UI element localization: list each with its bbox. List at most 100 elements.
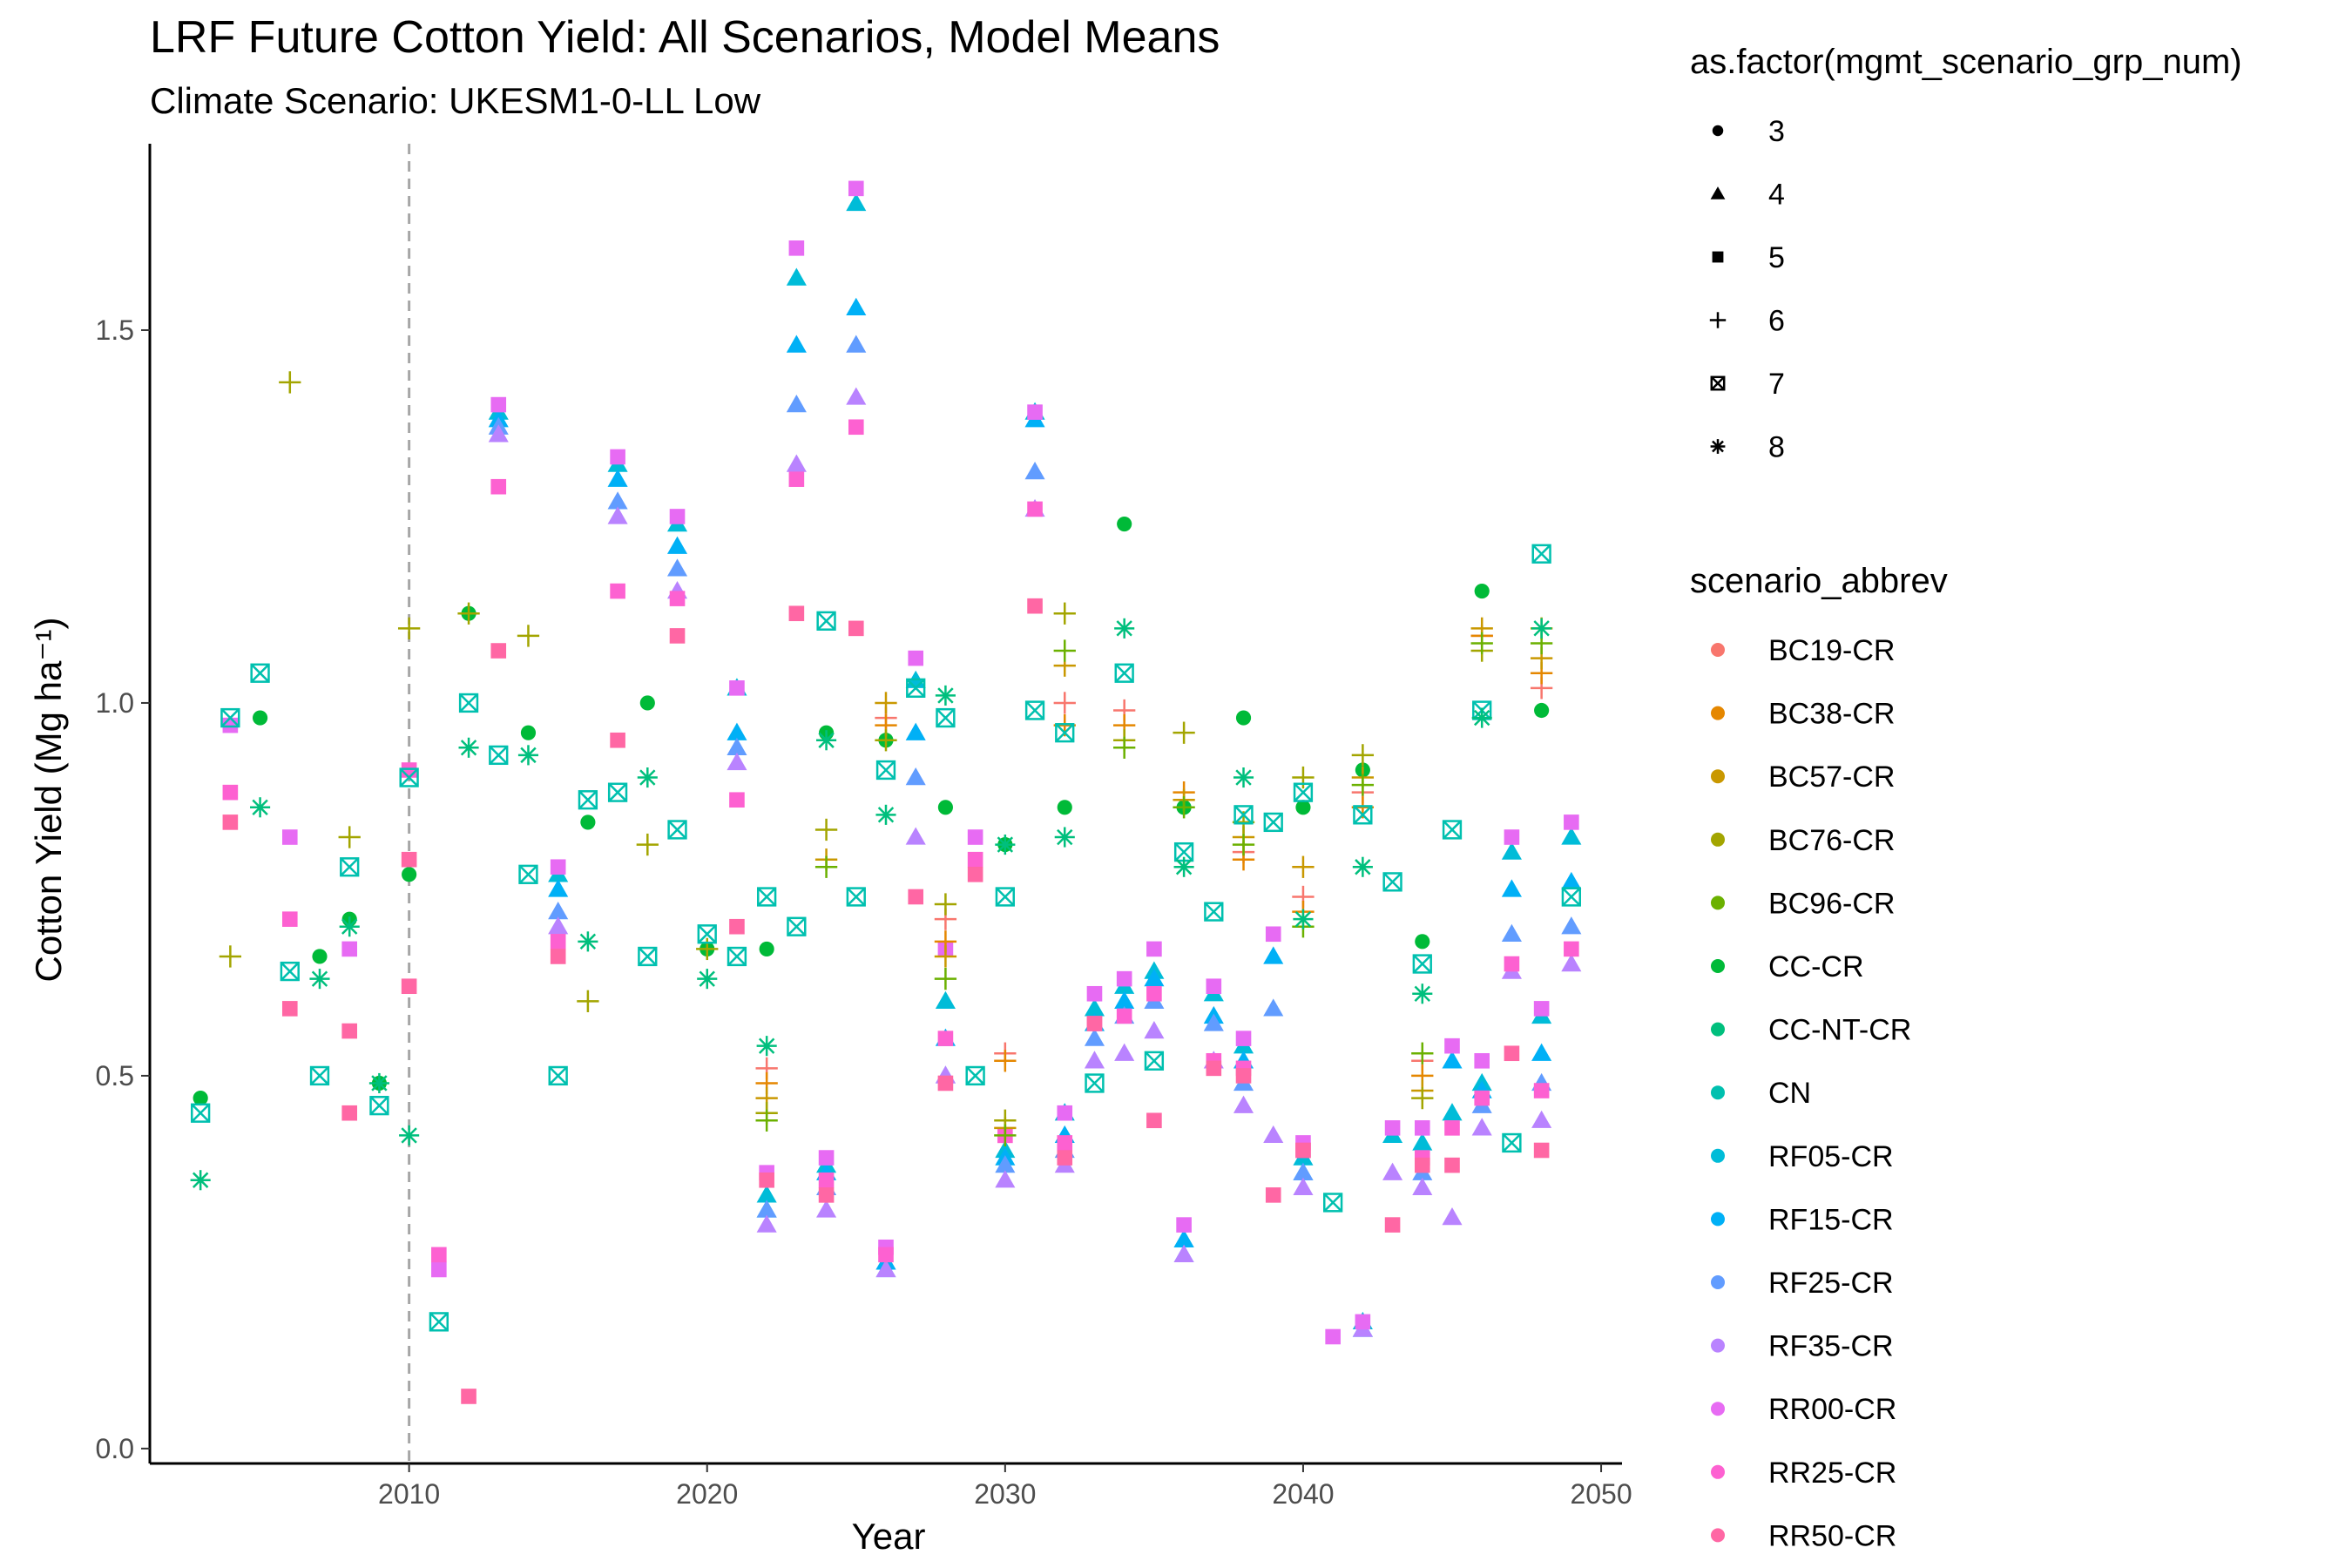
y-axis-title: Cotton Yield (Mg ha⁻¹) xyxy=(28,617,69,982)
color-legend-key-rf25-cr xyxy=(1711,1275,1725,1289)
data-point-cc-nt-cr xyxy=(1233,767,1254,788)
data-point-bc76-cr xyxy=(457,602,480,625)
data-point-rr25-cr xyxy=(431,1247,447,1263)
data-point-rr25-cr xyxy=(848,419,864,436)
data-point-rr25-cr xyxy=(610,583,625,599)
color-legend-title: scenario_abbrev xyxy=(1690,562,1948,600)
data-point-cn xyxy=(1561,887,1581,907)
data-point-rf25-cr xyxy=(995,1155,1016,1173)
data-point-cn xyxy=(965,1065,985,1086)
data-point-cn xyxy=(846,887,866,907)
data-point-bc76-cr xyxy=(397,617,421,640)
data-point-rf05-cr xyxy=(1501,841,1522,860)
data-point-rr50-cr xyxy=(729,918,745,935)
data-point-rr25-cr xyxy=(1564,941,1579,957)
data-point-cc-cr xyxy=(639,695,655,711)
data-point-cn xyxy=(458,693,479,713)
color-legend-label: BC76-CR xyxy=(1768,824,1895,857)
data-point-cn xyxy=(697,924,717,944)
shape-legend-label: 7 xyxy=(1768,368,1785,401)
data-point-cc-nt-cr xyxy=(1173,856,1194,877)
data-point-bc76-cr xyxy=(1053,602,1076,625)
x-tick-label: 2030 xyxy=(974,1478,1036,1510)
data-point-rf05-cr xyxy=(1561,827,1582,845)
data-point-cc-cr xyxy=(1534,702,1550,719)
data-point-cn xyxy=(816,611,836,631)
data-point-rf25-cr xyxy=(1024,462,1045,480)
data-point-rr50-cr xyxy=(818,1187,835,1203)
data-point-rr50-cr xyxy=(490,643,507,659)
data-point-rf35-cr xyxy=(756,1214,777,1233)
data-point-cn xyxy=(1114,663,1134,683)
shape-legend-label: 3 xyxy=(1768,115,1785,148)
data-point-bc96-cr xyxy=(755,1109,778,1132)
data-point-cn xyxy=(1055,723,1075,743)
data-point-bc76-cr xyxy=(875,729,897,752)
data-point-rr00-cr xyxy=(222,717,239,733)
data-point-cn xyxy=(1085,1073,1105,1093)
data-point-rf35-cr xyxy=(1084,1051,1105,1069)
data-point-cn xyxy=(1024,700,1045,720)
data-point-rf15-cr xyxy=(1561,871,1582,890)
data-point-rr50-cr xyxy=(1146,1112,1162,1129)
data-point-cc-nt-cr xyxy=(1471,707,1492,728)
shape-legend: as.factor(mgmt_scenario_grp_num) 3 4 5 6 7 8 xyxy=(1690,43,2242,464)
data-point-rf05-cr xyxy=(846,193,867,212)
data-point-bc76-cr xyxy=(1351,744,1375,767)
data-point-rr00-cr xyxy=(1206,978,1222,995)
color-legend-label: BC96-CR xyxy=(1768,887,1895,920)
data-point-cn xyxy=(875,760,896,781)
data-point-rf15-cr xyxy=(1501,879,1522,897)
color-legend-label: RF35-CR xyxy=(1768,1330,1894,1363)
data-point-rr50-cr xyxy=(759,1172,774,1188)
data-point-cn xyxy=(757,887,777,907)
data-point-rr50-cr xyxy=(550,949,566,964)
data-point-rr50-cr xyxy=(1057,1150,1073,1166)
data-point-rr00-cr xyxy=(1146,941,1162,957)
data-point-bc57-cr xyxy=(1292,855,1315,878)
data-point-cc-nt-cr xyxy=(1352,856,1373,877)
color-legend-label: CC-NT-CR xyxy=(1768,1014,1911,1047)
data-point-bc76-cr xyxy=(1173,721,1195,744)
data-point-rf35-cr xyxy=(1293,1177,1314,1195)
color-legend-key-rr00-cr xyxy=(1711,1402,1725,1416)
data-point-rf35-cr xyxy=(1471,1118,1492,1136)
data-point-cc-cr xyxy=(1474,583,1490,599)
data-point-rf25-cr xyxy=(1293,1162,1314,1180)
data-point-rf15-cr xyxy=(607,469,628,487)
data-point-rr50-cr xyxy=(908,889,924,905)
data-point-cn xyxy=(578,790,598,810)
data-point-rr50-cr xyxy=(610,732,625,748)
data-point-rf35-cr xyxy=(1263,1125,1284,1144)
data-point-rr50-cr xyxy=(341,1023,358,1039)
data-point-bc76-cr xyxy=(636,833,659,856)
data-point-rf15-cr xyxy=(1531,1043,1552,1061)
color-legend-key-rf15-cr xyxy=(1711,1212,1725,1227)
data-point-bc96-cr xyxy=(1113,736,1136,759)
data-point-cc-cr xyxy=(312,949,328,964)
data-point-rf35-cr xyxy=(1412,1177,1433,1195)
shape-legend-label: 4 xyxy=(1768,179,1785,212)
data-point-cn xyxy=(1144,1051,1165,1071)
color-legend-key-cc-nt-cr xyxy=(1711,1022,1725,1037)
chart-subtitle: Climate Scenario: UKESM1-0-LL Low xyxy=(150,80,761,121)
data-point-rr25-cr xyxy=(1444,1120,1460,1136)
data-point-rf25-cr xyxy=(1501,923,1522,942)
color-legend-key-rr25-cr xyxy=(1711,1464,1725,1479)
data-point-cn xyxy=(399,767,419,787)
shape-legend-key-4 xyxy=(1710,186,1726,199)
color-legend-label: RF25-CR xyxy=(1768,1267,1894,1300)
x-axis-title: Year xyxy=(852,1516,926,1557)
data-point-rr00-cr xyxy=(1116,970,1132,987)
shape-legend-key-8 xyxy=(1710,439,1726,454)
data-point-rf25-cr xyxy=(727,737,747,755)
data-point-rf15-cr xyxy=(1442,1051,1463,1069)
data-point-rr25-cr xyxy=(937,1031,954,1046)
data-point-rf25-cr xyxy=(548,902,569,920)
color-legend-label: BC57-CR xyxy=(1768,760,1895,794)
data-point-rf25-cr xyxy=(607,491,628,510)
data-point-cc-cr xyxy=(193,1091,208,1106)
data-point-cc-cr xyxy=(1235,710,1252,726)
data-point-rr00-cr xyxy=(1474,1052,1490,1069)
data-point-rf25-cr xyxy=(756,1200,777,1218)
